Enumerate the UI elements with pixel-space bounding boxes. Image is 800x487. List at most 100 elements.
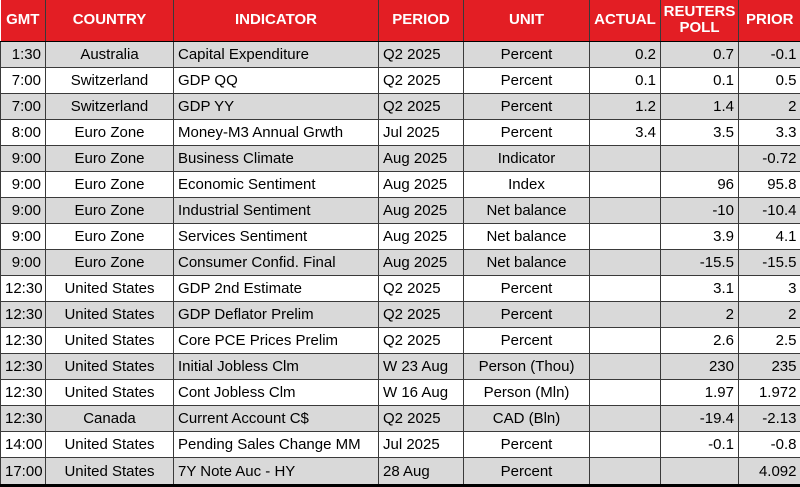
cell-unit: Person (Thou) [463,353,590,381]
cell-unit: Person (Mln) [463,379,590,407]
cell-gmt: 9:00 [0,248,46,276]
cell-unit: Percent [463,66,590,94]
cell-prior: 2 [738,92,800,120]
cell-indicator: Cont Jobless Clm [173,379,379,407]
table-row: 12:30 United States Cont Jobless Clm W 16 A… [0,379,800,407]
cell-gmt: 12:30 [0,379,46,407]
cell-unit: Net balance [463,222,590,250]
table-row: 9:00 Euro Zone Business Climate Aug 2025 Ind… [0,144,800,172]
cell-indicator: 7Y Note Auc - HY [173,457,379,487]
cell-country: United States [45,327,174,355]
cell-country: Canada [45,405,174,433]
cell-reuters-poll: 2.6 [660,327,739,355]
cell-unit: Percent [463,327,590,355]
cell-reuters-poll: -15.5 [660,248,739,276]
cell-period: Aug 2025 [378,222,464,250]
cell-indicator: Consumer Confid. Final [173,248,379,276]
cell-country: Euro Zone [45,144,174,172]
table-row: 9:00 Euro Zone Industrial Sentiment Aug 202… [0,196,800,224]
header-country: COUNTRY [45,0,174,42]
cell-period: Jul 2025 [378,118,464,146]
cell-reuters-poll: 230 [660,353,739,381]
cell-period: Jul 2025 [378,431,464,459]
cell-indicator: Economic Sentiment [173,170,379,198]
table-row: 12:30 United States Core PCE Prices Prelim… [0,327,800,355]
cell-country: United States [45,379,174,407]
cell-gmt: 12:30 [0,353,46,381]
cell-indicator: Business Climate [173,144,379,172]
cell-reuters-poll: 2 [660,300,739,329]
cell-actual [589,144,661,172]
cell-indicator: GDP YY [173,92,379,120]
cell-country: Switzerland [45,66,174,94]
cell-unit: CAD (Bln) [463,405,590,433]
cell-indicator: Initial Jobless Clm [173,353,379,381]
cell-period: W 16 Aug [378,379,464,407]
cell-unit: Net balance [463,248,590,276]
cell-prior: 1.972 [738,379,800,407]
cell-country: Australia [45,40,174,68]
cell-actual [589,248,661,276]
cell-prior: -0.1 [738,40,800,68]
cell-gmt: 12:30 [0,274,46,302]
cell-country: Switzerland [45,92,174,120]
table-row: 8:00 Euro Zone Money-M3 Annual Grwth Jul 20… [0,118,800,146]
cell-indicator: GDP QQ [173,66,379,94]
table-row: 14:00 United States Pending Sales Change M… [0,431,800,459]
cell-actual [589,327,661,355]
cell-period: Q2 2025 [378,92,464,120]
cell-prior: -0.72 [738,144,800,172]
cell-country: Euro Zone [45,248,174,276]
table-row: 12:30 United States Initial Jobless Clm W 2… [0,353,800,381]
cell-period: Q2 2025 [378,66,464,94]
cell-unit: Percent [463,118,590,146]
cell-unit: Percent [463,92,590,120]
cell-actual [589,405,661,433]
cell-country: United States [45,431,174,459]
cell-actual [589,431,661,459]
cell-gmt: 12:30 [0,300,46,329]
cell-prior: -15.5 [738,248,800,276]
cell-unit: Percent [463,457,590,487]
cell-actual [589,300,661,329]
cell-reuters-poll: 1.4 [660,92,739,120]
header-row: GMT COUNTRY INDICATOR PERIOD UNIT ACTUAL… [0,0,800,42]
cell-unit: Index [463,170,590,198]
cell-unit: Percent [463,300,590,329]
cell-reuters-poll: 3.1 [660,274,739,302]
cell-country: Euro Zone [45,170,174,198]
cell-period: Q2 2025 [378,405,464,433]
cell-gmt: 8:00 [0,118,46,146]
table-row: 1:30 Australia Capital Expenditure Q2 2025 P… [0,40,800,68]
cell-prior: 4.1 [738,222,800,250]
cell-unit: Percent [463,40,590,68]
cell-actual: 0.2 [589,40,661,68]
table-row: 9:00 Euro Zone Services Sentiment Aug 2025 N… [0,222,800,250]
cell-gmt: 9:00 [0,170,46,198]
cell-period: Q2 2025 [378,274,464,302]
cell-gmt: 17:00 [0,457,46,487]
header-actual: ACTUAL [589,0,661,42]
cell-country: United States [45,274,174,302]
cell-reuters-poll: 3.9 [660,222,739,250]
cell-reuters-poll: 0.7 [660,40,739,68]
cell-country: Euro Zone [45,118,174,146]
header-period: PERIOD [378,0,464,42]
cell-prior: 2 [738,300,800,329]
cell-reuters-poll [660,457,739,487]
cell-indicator: Services Sentiment [173,222,379,250]
cell-actual [589,196,661,224]
cell-gmt: 9:00 [0,196,46,224]
cell-prior: 235 [738,353,800,381]
header-unit: UNIT [463,0,590,42]
cell-reuters-poll: 3.5 [660,118,739,146]
cell-gmt: 12:30 [0,405,46,433]
cell-actual [589,379,661,407]
cell-period: W 23 Aug [378,353,464,381]
cell-period: Aug 2025 [378,144,464,172]
cell-gmt: 7:00 [0,92,46,120]
cell-period: Q2 2025 [378,327,464,355]
cell-actual [589,170,661,198]
table-row: 12:30 United States GDP 2nd Estimate Q2 202… [0,274,800,302]
